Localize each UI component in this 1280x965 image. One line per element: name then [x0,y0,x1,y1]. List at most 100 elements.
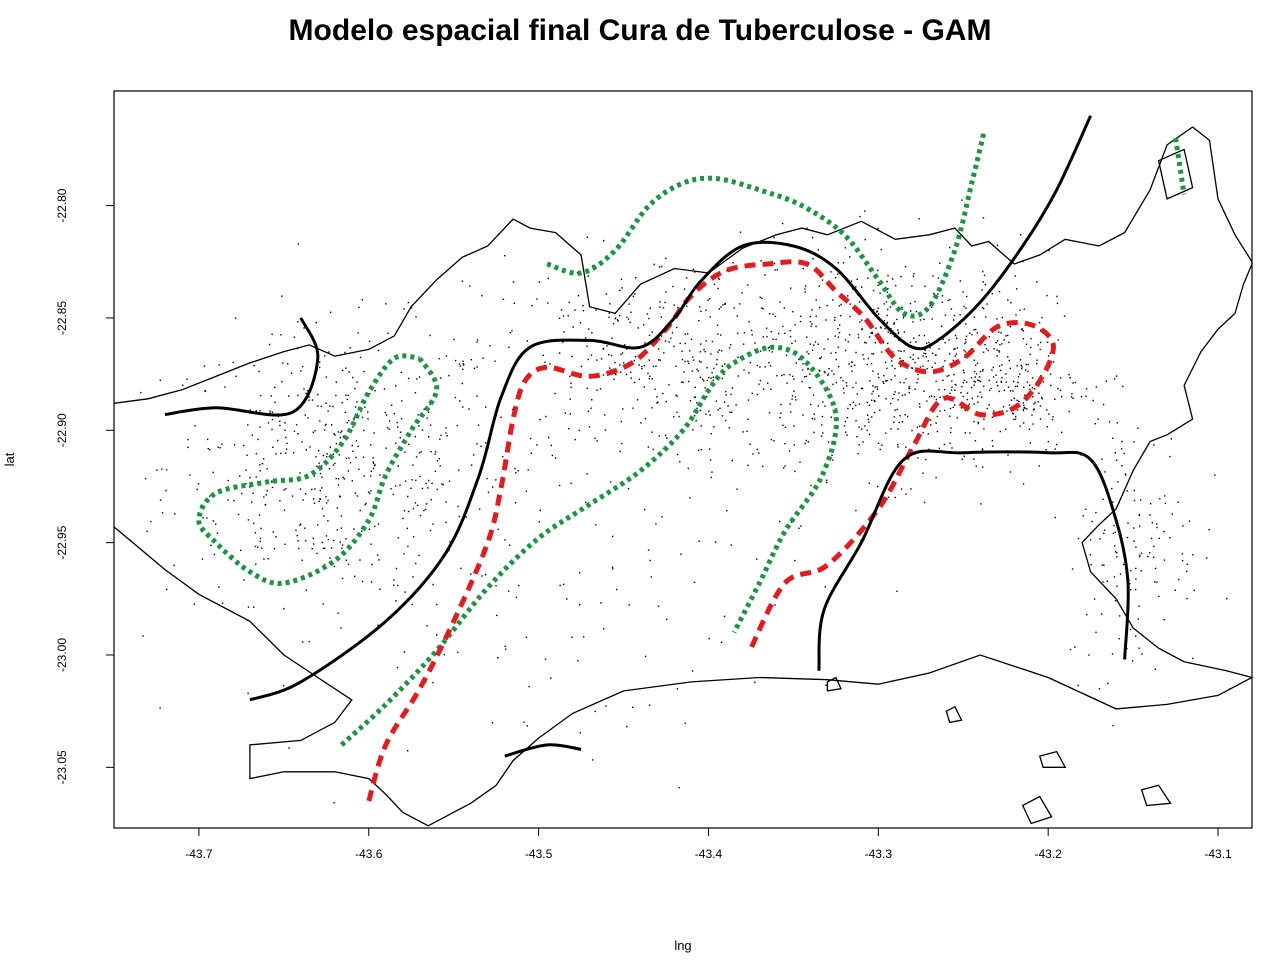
data-point [1048,249,1050,252]
data-point [700,425,702,427]
data-point [706,379,709,382]
data-point [480,445,482,447]
data-point [936,430,939,433]
data-point [1138,514,1141,516]
data-point [916,382,918,384]
data-point [436,488,438,491]
data-point [664,434,667,437]
data-point [929,305,931,307]
data-point [794,340,797,342]
data-point [613,378,615,381]
data-point [935,398,938,401]
data-point [460,567,462,570]
data-point [1111,487,1113,490]
data-point [832,383,834,386]
data-point [392,493,394,496]
data-point [976,362,979,364]
island-outline [826,676,842,692]
data-point [1141,653,1143,655]
data-point [973,316,976,318]
data-point [305,449,307,451]
data-point [1041,398,1043,400]
data-point [869,380,871,382]
data-point [923,501,926,504]
data-point [1072,382,1074,384]
data-point [427,487,429,489]
data-point [397,426,399,428]
data-point [271,481,273,483]
data-point [689,399,692,402]
data-point [648,317,650,320]
data-point [684,333,686,335]
data-point [1133,540,1135,542]
data-point [848,334,851,336]
data-point [1100,613,1103,615]
data-point [313,475,316,477]
data-point [954,397,956,399]
data-point [899,357,901,359]
data-point [962,369,964,372]
data-point [481,295,483,297]
data-point [950,431,952,434]
data-point [325,402,327,404]
data-point [542,354,544,356]
data-point [709,298,711,300]
data-point [784,426,787,428]
data-point [204,390,206,393]
data-point [917,378,919,380]
data-point [867,418,870,421]
data-point [357,445,359,448]
data-point [1129,589,1132,591]
data-point [285,452,287,454]
data-point [1113,576,1116,578]
data-point [1039,405,1042,407]
data-point [620,420,622,423]
data-point [736,488,738,490]
data-point [410,487,412,489]
data-point [870,362,873,365]
data-point [324,424,327,426]
data-point [819,357,821,359]
data-point [387,332,389,334]
data-point [363,475,365,477]
data-point [635,356,637,358]
data-point [337,612,339,614]
data-point [1118,638,1120,640]
data-point [896,408,898,411]
data-point [964,409,966,412]
data-point [345,394,347,396]
data-point [588,328,590,330]
data-point [411,603,413,606]
data-point [892,397,894,400]
data-point [1163,559,1166,561]
data-point [878,376,880,379]
data-point [311,399,314,401]
data-point [403,308,405,310]
data-point [1056,295,1058,298]
data-point [1019,425,1021,427]
data-point [1140,499,1142,501]
data-point [166,588,168,591]
data-point [651,407,653,409]
data-point [878,395,880,397]
data-point [448,480,451,482]
data-point [330,547,333,549]
data-point [434,451,437,453]
data-point [909,356,912,358]
data-point [1135,546,1137,548]
data-point [794,396,797,398]
data-point [821,424,823,426]
data-point [1023,308,1025,310]
data-point [877,284,879,287]
data-point [1006,410,1008,412]
data-point [348,419,350,422]
data-point [363,370,365,373]
data-point [1140,570,1142,572]
data-point [643,365,646,367]
data-point [692,359,695,361]
data-point [710,476,712,479]
data-point [335,394,337,397]
data-point [234,317,237,319]
data-point [931,318,933,320]
data-point [887,496,890,498]
